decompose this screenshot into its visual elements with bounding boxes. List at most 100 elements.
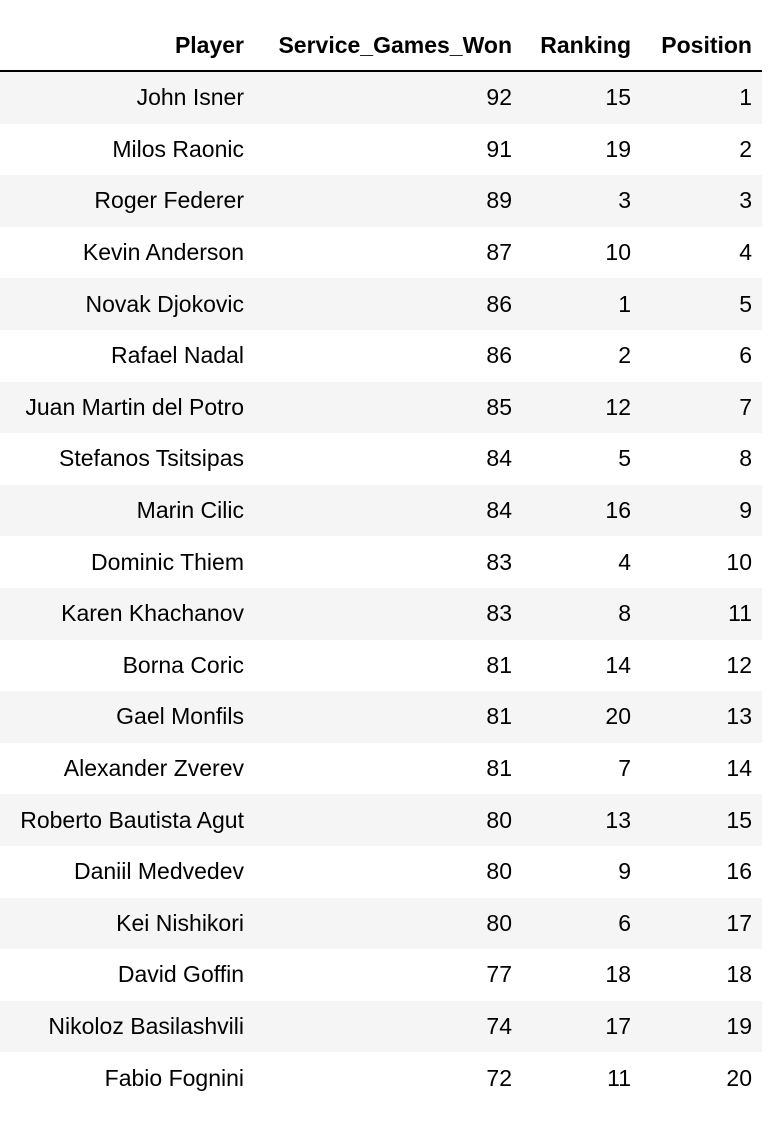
player-cell: Roger Federer <box>0 175 254 227</box>
player-cell: Fabio Fognini <box>0 1052 254 1104</box>
ranking-cell: 10 <box>522 226 641 279</box>
ranking-cell: 19 <box>522 123 641 176</box>
position-cell: 9 <box>641 484 762 537</box>
position-cell: 18 <box>641 949 762 1001</box>
column-header-player: Player <box>0 20 254 72</box>
position-cell: 12 <box>641 639 762 692</box>
ranking-cell: 9 <box>522 845 641 898</box>
player-cell: David Goffin <box>0 949 254 1001</box>
position-cell: 8 <box>641 433 762 485</box>
ranking-cell: 12 <box>522 381 641 434</box>
position-cell: 16 <box>641 845 762 898</box>
service-games-won-cell: 83 <box>254 536 522 588</box>
table-row: Alexander Zverev 81 7 14 <box>0 742 762 795</box>
ranking-cell: 5 <box>522 433 641 485</box>
table-row: Roberto Bautista Agut 80 13 15 <box>0 794 762 846</box>
service-games-won-cell: 77 <box>254 949 522 1001</box>
table-row: Roger Federer 89 3 3 <box>0 175 762 227</box>
position-cell: 10 <box>641 536 762 588</box>
ranking-cell: 17 <box>522 1000 641 1053</box>
table-body: John Isner 92 15 1 Milos Raonic 91 19 2 Roger Fe… <box>0 71 762 1104</box>
data-table: Player Service_Games_Won Ranking Positio… <box>0 20 762 1104</box>
service-games-won-cell: 72 <box>254 1052 522 1104</box>
position-cell: 19 <box>641 1000 762 1053</box>
player-cell: Nikoloz Basilashvili <box>0 1000 254 1053</box>
position-cell: 3 <box>641 175 762 227</box>
column-header-ranking: Ranking <box>522 20 641 72</box>
service-games-won-cell: 92 <box>254 71 522 124</box>
position-cell: 20 <box>641 1052 762 1104</box>
service-games-won-cell: 83 <box>254 587 522 640</box>
ranking-cell: 6 <box>522 897 641 950</box>
position-cell: 7 <box>641 381 762 434</box>
ranking-cell: 18 <box>522 949 641 1001</box>
table-row: Marin Cilic 84 16 9 <box>0 484 762 537</box>
service-games-won-cell: 81 <box>254 639 522 692</box>
service-games-won-cell: 81 <box>254 691 522 743</box>
player-cell: Juan Martin del Potro <box>0 381 254 434</box>
ranking-cell: 1 <box>522 278 641 330</box>
player-cell: Stefanos Tsitsipas <box>0 433 254 485</box>
player-cell: Karen Khachanov <box>0 587 254 640</box>
service-games-won-cell: 84 <box>254 433 522 485</box>
service-games-won-cell: 86 <box>254 329 522 382</box>
ranking-cell: 7 <box>522 742 641 795</box>
service-games-won-cell: 81 <box>254 742 522 795</box>
column-header-service-games-won: Service_Games_Won <box>254 20 522 72</box>
service-games-won-cell: 80 <box>254 794 522 846</box>
table-row: David Goffin 77 18 18 <box>0 949 762 1001</box>
position-cell: 6 <box>641 329 762 382</box>
table-header: Player Service_Games_Won Ranking Positio… <box>0 20 762 72</box>
position-cell: 15 <box>641 794 762 846</box>
service-games-won-cell: 91 <box>254 123 522 176</box>
header-row: Player Service_Games_Won Ranking Positio… <box>0 20 762 72</box>
table-row: Kevin Anderson 87 10 4 <box>0 226 762 279</box>
table-row: Borna Coric 81 14 12 <box>0 639 762 692</box>
position-cell: 13 <box>641 691 762 743</box>
ranking-cell: 4 <box>522 536 641 588</box>
position-cell: 1 <box>641 71 762 124</box>
position-cell: 17 <box>641 897 762 950</box>
table-row: Juan Martin del Potro 85 12 7 <box>0 381 762 434</box>
ranking-cell: 8 <box>522 587 641 640</box>
player-cell: Roberto Bautista Agut <box>0 794 254 846</box>
player-cell: Dominic Thiem <box>0 536 254 588</box>
service-games-won-cell: 80 <box>254 897 522 950</box>
service-games-won-cell: 74 <box>254 1000 522 1053</box>
table-row: Kei Nishikori 80 6 17 <box>0 897 762 950</box>
ranking-cell: 11 <box>522 1052 641 1104</box>
table-row: Fabio Fognini 72 11 20 <box>0 1052 762 1104</box>
player-cell: Novak Djokovic <box>0 278 254 330</box>
player-cell: Daniil Medvedev <box>0 845 254 898</box>
service-games-won-cell: 84 <box>254 484 522 537</box>
service-games-won-cell: 80 <box>254 845 522 898</box>
player-cell: Rafael Nadal <box>0 329 254 382</box>
service-games-won-cell: 86 <box>254 278 522 330</box>
player-cell: Marin Cilic <box>0 484 254 537</box>
table-row: Novak Djokovic 86 1 5 <box>0 278 762 330</box>
ranking-cell: 13 <box>522 794 641 846</box>
table-row: Rafael Nadal 86 2 6 <box>0 329 762 382</box>
player-cell: Kei Nishikori <box>0 897 254 950</box>
position-cell: 11 <box>641 587 762 640</box>
player-cell: Alexander Zverev <box>0 742 254 795</box>
ranking-cell: 16 <box>522 484 641 537</box>
service-games-won-cell: 89 <box>254 175 522 227</box>
table-row: John Isner 92 15 1 <box>0 71 762 124</box>
player-cell: Kevin Anderson <box>0 226 254 279</box>
service-games-won-cell: 85 <box>254 381 522 434</box>
ranking-cell: 20 <box>522 691 641 743</box>
table-row: Daniil Medvedev 80 9 16 <box>0 845 762 898</box>
table-row: Stefanos Tsitsipas 84 5 8 <box>0 433 762 485</box>
position-cell: 14 <box>641 742 762 795</box>
table-row: Milos Raonic 91 19 2 <box>0 123 762 176</box>
player-cell: John Isner <box>0 71 254 124</box>
position-cell: 4 <box>641 226 762 279</box>
player-cell: Gael Monfils <box>0 691 254 743</box>
ranking-cell: 15 <box>522 71 641 124</box>
player-cell: Milos Raonic <box>0 123 254 176</box>
ranking-cell: 2 <box>522 329 641 382</box>
service-games-won-cell: 87 <box>254 226 522 279</box>
ranking-cell: 14 <box>522 639 641 692</box>
table-row: Nikoloz Basilashvili 74 17 19 <box>0 1000 762 1053</box>
